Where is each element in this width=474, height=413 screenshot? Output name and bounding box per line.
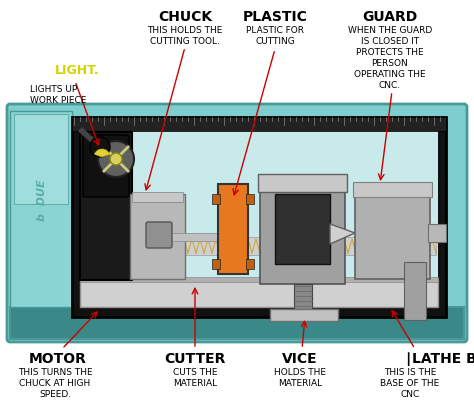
Circle shape	[98, 142, 134, 178]
Bar	[275, 195, 330, 264]
Bar	[353, 183, 432, 197]
Bar	[404, 262, 426, 320]
Circle shape	[90, 138, 110, 158]
Text: WHEN THE GUARD
IS CLOSED IT
PROTECTS THE
PERSON
OPERATING THE
CNC.: WHEN THE GUARD IS CLOSED IT PROTECTS THE…	[348, 26, 432, 90]
Wedge shape	[94, 150, 109, 158]
Text: THIS TURNS THE
CHUCK AT HIGH
SPEED.: THIS TURNS THE CHUCK AT HIGH SPEED.	[18, 367, 92, 398]
Text: b  DUE: b DUE	[37, 179, 47, 220]
Text: LIGHTS UP
WORK PIECE: LIGHTS UP WORK PIECE	[30, 85, 86, 105]
Text: GUARD: GUARD	[363, 10, 418, 24]
Bar	[82, 237, 436, 255]
Bar	[246, 259, 254, 269]
Polygon shape	[330, 224, 355, 244]
Text: CUTS THE
MATERIAL: CUTS THE MATERIAL	[173, 367, 217, 387]
Bar	[80, 130, 438, 307]
Bar	[10, 307, 464, 339]
Text: PLASTIC FOR
CUTTING: PLASTIC FOR CUTTING	[246, 26, 304, 46]
Bar	[72, 118, 446, 317]
Text: CUTTER: CUTTER	[164, 351, 226, 365]
Text: CHUCK: CHUCK	[158, 10, 212, 24]
Text: LIGHT.: LIGHT.	[55, 64, 100, 77]
Bar	[80, 277, 438, 282]
FancyBboxPatch shape	[146, 223, 172, 248]
Bar	[294, 284, 312, 314]
Text: THIS HOLDS THE
CUTTING TOOL.: THIS HOLDS THE CUTTING TOOL.	[147, 26, 223, 46]
Bar	[155, 233, 220, 242]
Bar	[428, 224, 446, 242]
Circle shape	[110, 154, 122, 166]
Bar	[258, 175, 347, 192]
Bar	[80, 133, 132, 280]
Text: ∣LATHE BED: ∣LATHE BED	[405, 351, 474, 365]
Text: MOTOR: MOTOR	[29, 351, 87, 365]
Text: PLASTIC: PLASTIC	[243, 10, 308, 24]
Bar	[132, 192, 183, 202]
Bar	[270, 309, 338, 321]
Bar	[80, 279, 438, 307]
Bar	[218, 185, 248, 274]
Bar	[355, 188, 430, 279]
Text: VICE: VICE	[282, 351, 318, 365]
Bar	[212, 259, 220, 269]
Bar	[10, 112, 72, 307]
Text: THIS IS THE
BASE OF THE
CNC: THIS IS THE BASE OF THE CNC	[380, 367, 439, 398]
Bar	[130, 195, 185, 279]
Text: HOLDS THE
MATERIAL: HOLDS THE MATERIAL	[274, 367, 326, 387]
Bar	[212, 195, 220, 204]
Bar	[14, 115, 68, 204]
Bar	[246, 195, 254, 204]
Bar	[72, 118, 446, 132]
FancyBboxPatch shape	[83, 136, 129, 197]
FancyBboxPatch shape	[7, 105, 467, 342]
Bar	[260, 180, 345, 284]
